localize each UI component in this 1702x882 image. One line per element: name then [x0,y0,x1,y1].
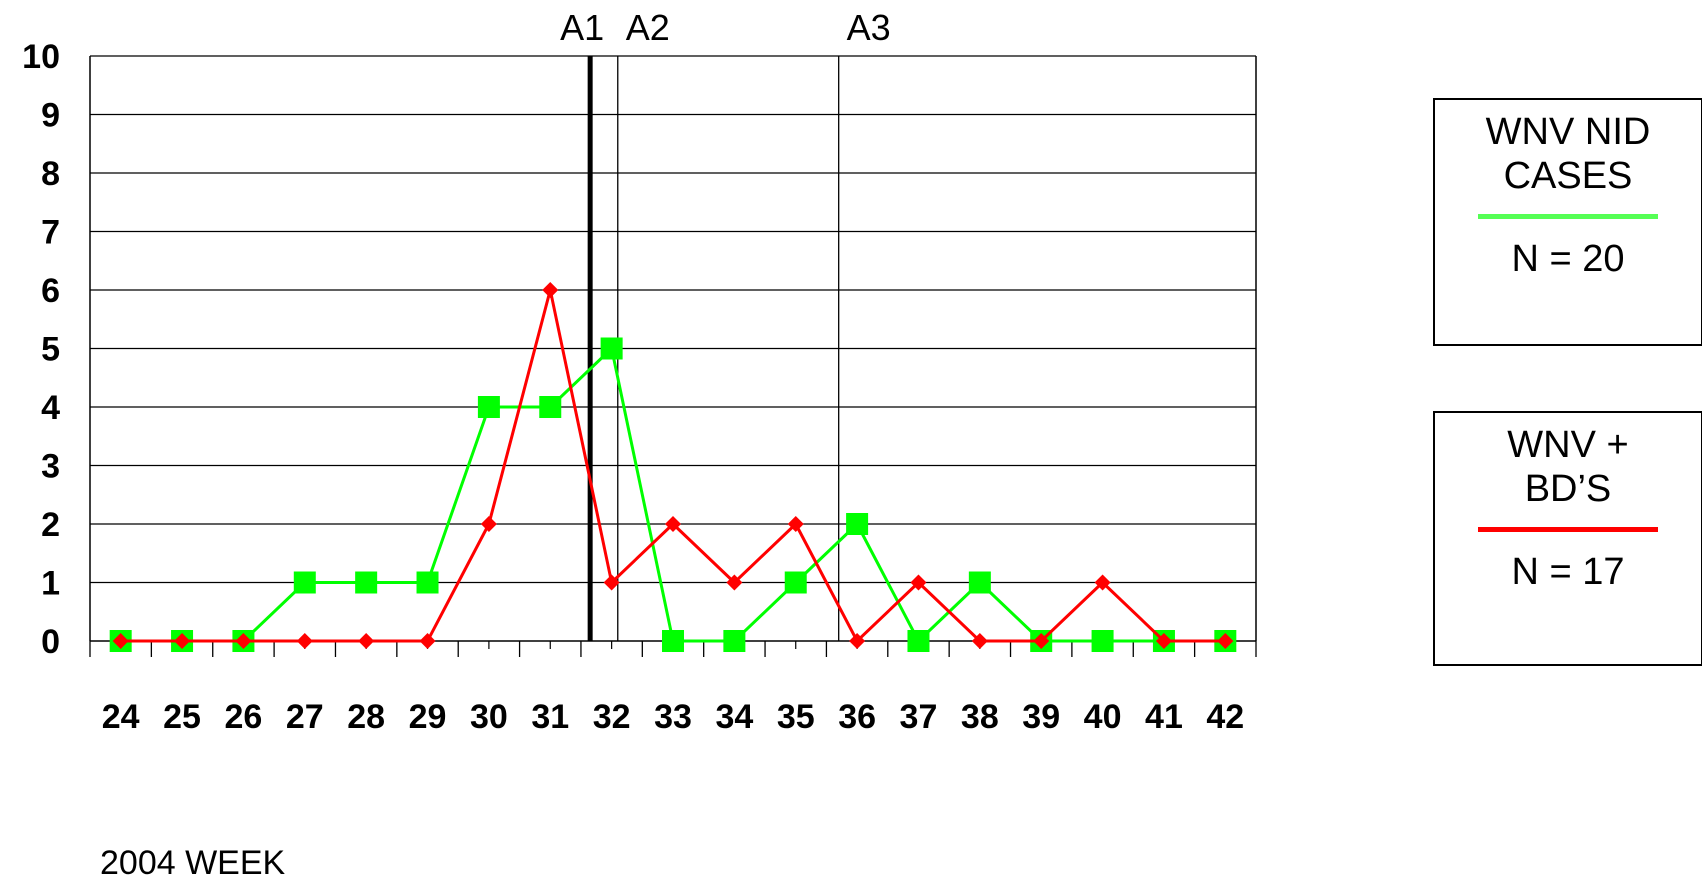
marker-label-a2: A2 [626,7,670,48]
x-tick-label-35: 35 [777,698,815,736]
point-red-41 [1155,633,1172,649]
legend-green-series: WNV NID CASES N = 20 [1433,98,1702,346]
y-tick-label-10: 10 [22,38,60,76]
y-tick-label-7: 7 [41,214,60,252]
x-tick-label-34: 34 [715,698,753,736]
point-red-37 [910,574,927,591]
point-red-33 [665,516,681,532]
y-tick-label-6: 6 [41,272,60,310]
point-green-34 [723,630,746,652]
axes [89,56,1257,657]
point-green-29 [416,571,439,594]
point-red-35 [787,516,804,532]
y-tick-label-4: 4 [41,389,60,427]
legend-green-swatch [1478,214,1658,219]
legend-green-name-line1: WNV NID [1485,111,1651,153]
point-red-29 [419,633,436,649]
x-tick-label-37: 37 [900,698,938,736]
point-red-36 [849,633,866,649]
point-green-36 [846,513,869,535]
x-tick-label-25: 25 [163,698,201,736]
x-tick-label-30: 30 [470,698,508,736]
point-red-31 [542,282,559,298]
x-tick-label-36: 36 [838,698,876,736]
point-red-39 [1033,633,1050,649]
x-tick-label-38: 38 [961,698,999,736]
legend-red-name: WNV + BD’S [1435,413,1701,511]
point-red-30 [480,516,497,532]
y-tick-label-1: 1 [41,565,60,603]
legend-red-name-line2: BD’S [1524,468,1612,510]
point-red-27 [296,633,313,649]
point-green-35 [784,571,807,594]
point-red-34 [726,574,743,591]
point-green-40 [1091,630,1114,652]
x-tick-label-40: 40 [1084,698,1122,736]
point-red-24 [112,633,129,649]
point-green-31 [539,396,562,418]
point-green-33 [662,630,684,652]
point-red-25 [174,633,191,649]
legend-green-name: WNV NID CASES [1435,100,1701,198]
legend-red-swatch [1478,527,1658,532]
legend-red-count: N = 17 [1511,551,1625,593]
y-tick-label-3: 3 [41,448,60,486]
y-tick-label-5: 5 [41,331,60,369]
x-axis-title: 2004 WEEK [100,844,286,882]
point-red-40 [1094,574,1111,591]
legend-red-name-line1: WNV + [1507,424,1629,466]
point-green-37 [907,630,930,652]
y-tick-label-0: 0 [41,623,60,661]
point-red-42 [1217,633,1234,649]
point-red-32 [603,574,620,591]
point-red-28 [358,633,375,649]
legend-green-count: N = 20 [1511,238,1625,280]
point-green-27 [293,571,316,594]
point-red-26 [235,633,252,649]
point-green-30 [477,396,500,418]
vertical-markers: A1 A2 A3 [560,7,891,641]
x-tick-label-31: 31 [531,698,569,736]
x-tick-label-32: 32 [593,698,631,736]
x-tick-label-39: 39 [1022,698,1060,736]
legend-red-series: WNV + BD’S N = 17 [1433,411,1702,666]
y-tick-label-8: 8 [41,155,60,193]
series [109,282,1237,652]
x-tick-label-27: 27 [286,698,324,736]
y-tick-label-2: 2 [41,506,60,544]
x-tick-label-26: 26 [225,698,263,736]
y-tick-label-9: 9 [41,97,60,135]
marker-label-a1: A1 [560,7,604,48]
x-tick-label-42: 42 [1206,698,1244,736]
x-tick-label-41: 41 [1145,698,1183,736]
point-green-38 [968,571,991,594]
point-green-28 [355,571,378,594]
point-red-38 [971,633,988,649]
point-green-32 [600,337,623,360]
x-tick-label-33: 33 [654,698,692,736]
x-tick-label-24: 24 [102,698,140,736]
series-line-green [120,347,1226,643]
marker-label-a3: A3 [847,7,891,48]
grid-lines [90,55,1256,584]
legend-green-name-line2: CASES [1503,155,1633,197]
x-tick-label-29: 29 [409,698,447,736]
x-tick-label-28: 28 [347,698,385,736]
